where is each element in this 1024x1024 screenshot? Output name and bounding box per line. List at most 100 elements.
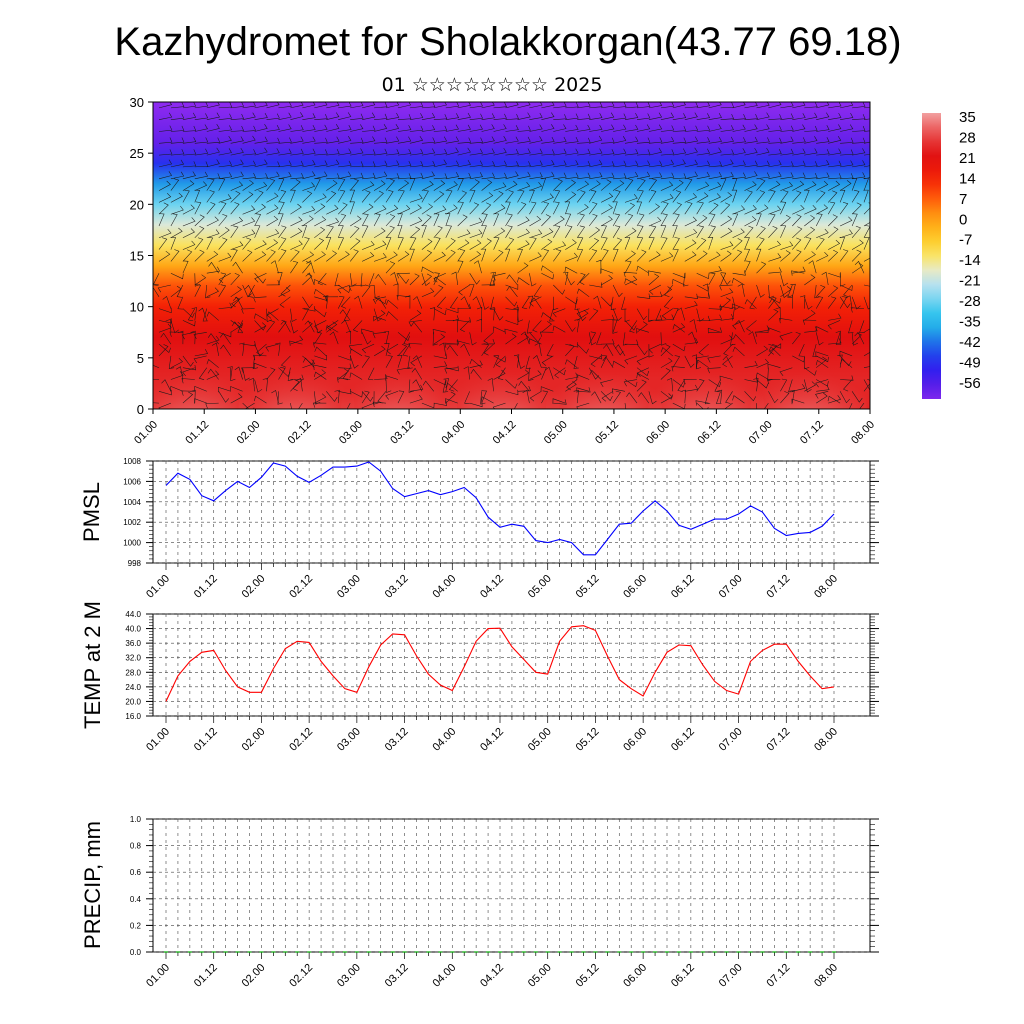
wind-barb — [780, 391, 790, 404]
wind-barb — [541, 321, 552, 333]
colorbar-label: -14 — [959, 252, 981, 269]
wind-barb — [350, 113, 364, 120]
precip-bar — [486, 951, 491, 953]
wind-barb — [397, 332, 410, 341]
wind-barb — [314, 391, 321, 405]
wind-barb — [158, 159, 173, 168]
wind-barb — [708, 160, 723, 168]
wind-barb — [780, 172, 794, 180]
wind-barb — [636, 328, 649, 334]
y-tick-label: 44.0 — [125, 610, 141, 619]
wind-barb — [338, 368, 349, 380]
wind-barb — [768, 102, 782, 109]
wind-barb — [505, 113, 519, 120]
x-tick-label: 04.12 — [478, 726, 506, 754]
wind-barb — [362, 149, 376, 156]
wind-barb — [314, 320, 323, 334]
wind-barb — [433, 173, 448, 180]
wind-barb — [804, 296, 813, 310]
wind-barb — [302, 148, 316, 156]
wind-barb — [302, 357, 315, 368]
wind-barb — [851, 296, 861, 310]
wind-barb — [481, 339, 495, 345]
precip-bar — [665, 951, 669, 953]
wind-barb — [266, 192, 279, 203]
wind-barb — [732, 205, 746, 215]
wind-barb — [517, 171, 531, 180]
wind-barb — [672, 113, 687, 120]
wind-barb — [292, 379, 303, 392]
x-tick-label: 03.00 — [337, 419, 365, 447]
y-tick-label: 1006 — [123, 477, 141, 486]
wind-barb — [242, 179, 254, 191]
wind-barb — [170, 137, 185, 144]
wind-barb — [663, 296, 674, 309]
precip-bar — [533, 951, 538, 953]
wind-barb — [493, 355, 500, 368]
wind-barb — [326, 204, 339, 215]
wind-barb — [828, 173, 842, 180]
wind-barb — [816, 125, 830, 132]
wind-barb — [622, 332, 629, 346]
wind-barb — [290, 160, 304, 168]
wind-barb — [863, 177, 870, 180]
wind-barb — [433, 213, 440, 227]
wind-barb — [230, 102, 245, 109]
wind-barb — [290, 216, 303, 227]
wind-barb — [541, 355, 554, 366]
wind-barb — [624, 403, 627, 409]
wind-barb — [577, 309, 589, 321]
precip-bar — [617, 951, 622, 953]
wind-barb — [314, 171, 328, 180]
wind-barb — [421, 273, 430, 287]
wind-barb — [472, 296, 482, 309]
wind-barb — [588, 331, 597, 345]
wind-barb — [349, 226, 360, 238]
wind-barb — [768, 267, 782, 274]
wind-barb — [768, 343, 782, 349]
wind-barb — [612, 248, 619, 262]
wind-barb — [362, 161, 376, 168]
wind-barb — [314, 160, 328, 168]
wind-barb — [350, 124, 364, 132]
wind-barb — [374, 102, 388, 109]
wind-barb — [278, 124, 292, 132]
wind-barb — [816, 149, 830, 156]
wind-barb — [600, 215, 613, 227]
wind-barb — [409, 216, 423, 227]
wind-barb — [756, 190, 766, 203]
wind-barb — [242, 172, 257, 180]
wind-barb — [589, 124, 603, 132]
wind-barb — [397, 136, 412, 144]
wind-barb — [278, 320, 287, 333]
wind-barb — [565, 160, 579, 168]
wind-barb — [553, 249, 562, 262]
wind-barb — [493, 102, 507, 109]
wind-barb — [158, 389, 172, 396]
wind-barb — [153, 283, 160, 286]
wind-barb — [720, 227, 733, 239]
wind-barb — [168, 355, 175, 370]
wind-barb — [549, 308, 555, 322]
wind-barb — [767, 363, 781, 370]
wind-barb — [254, 240, 267, 250]
wind-barb — [337, 296, 345, 309]
wind-barb — [553, 225, 561, 238]
wind-barb — [348, 343, 363, 351]
wind-barb — [374, 253, 387, 262]
wind-barb — [828, 226, 839, 239]
wind-barb — [552, 398, 566, 404]
wind-barb — [529, 237, 537, 250]
wind-barb — [182, 102, 197, 109]
wind-barb — [816, 355, 829, 363]
wind-barb — [769, 343, 781, 355]
wind-barb — [624, 260, 632, 274]
wind-barb — [207, 368, 219, 380]
wind-barb — [672, 355, 681, 368]
wind-barb — [206, 147, 220, 156]
wind-barb — [600, 225, 607, 238]
wind-barb — [469, 124, 483, 132]
wind-barb — [194, 201, 202, 215]
precip-bar — [319, 951, 324, 953]
wind-barb — [314, 238, 325, 250]
